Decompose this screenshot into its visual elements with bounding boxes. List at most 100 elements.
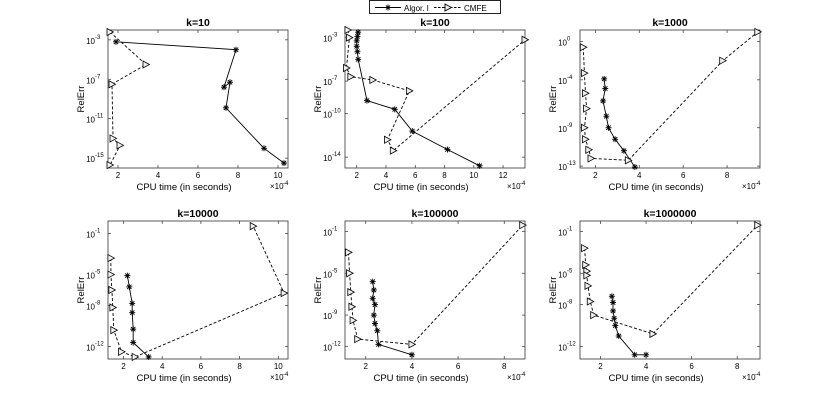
x-tick-label: 6 — [689, 362, 694, 371]
chart-title: k=100000 — [411, 208, 458, 220]
y-tick-label: 10 — [86, 344, 95, 353]
algor-data-point — [631, 164, 638, 171]
cmfe-data-point — [106, 160, 115, 170]
y-tick-label: 10 — [558, 163, 567, 172]
algor-data-point — [355, 56, 362, 63]
y-tick-label: 10 — [86, 302, 95, 311]
star-stroke — [233, 47, 239, 53]
cmfe-data-point — [354, 334, 363, 344]
y-tick-label: 10 — [558, 270, 567, 279]
y-axis-label: RelErr — [313, 86, 324, 113]
cmfe-data-point — [110, 325, 119, 335]
x-tick-label: 2 — [364, 362, 369, 371]
star-stroke — [354, 34, 360, 40]
cmfe-data-point — [521, 35, 530, 44]
x-tick-label: 4 — [156, 171, 161, 180]
y-tick-label: 10 — [323, 111, 332, 120]
star-stroke — [370, 279, 376, 285]
x-tick-label: 8 — [236, 171, 241, 180]
star-stroke — [261, 145, 267, 151]
cmfe-data-point — [345, 33, 354, 42]
legend-algor-marker — [385, 4, 391, 11]
cmfe-data-point — [347, 287, 356, 297]
y-tick-exponent: 0 — [567, 37, 571, 43]
x-exponent-power: -4 — [755, 372, 761, 378]
algor-data-point — [612, 322, 619, 329]
algor-data-point — [372, 301, 378, 308]
cmfe-data-point — [348, 302, 357, 311]
cmfe-data-point — [106, 27, 115, 37]
cmfe-data-point — [109, 134, 118, 143]
star-stroke — [227, 79, 233, 85]
x-exponent-power: -4 — [755, 181, 761, 187]
algor-data-point — [223, 104, 229, 111]
y-axis-label: RelErr — [548, 86, 559, 113]
y-tick-label: 10 — [558, 77, 567, 86]
y-tick-label: 10 — [323, 154, 332, 163]
y-tick-exponent: -12 — [567, 341, 576, 347]
star-stroke — [477, 163, 483, 169]
x-tick-label: 8 — [442, 171, 447, 180]
star-stroke — [632, 164, 638, 170]
algor-data-point — [363, 97, 370, 104]
star-stroke — [392, 106, 398, 112]
x-tick-label: 6 — [199, 362, 204, 371]
y-tick-exponent: -1 — [567, 226, 573, 232]
cmfe-data-point — [249, 221, 258, 231]
y-tick-label: 10 — [86, 155, 95, 164]
y-tick-exponent: -10 — [332, 109, 341, 115]
star-stroke — [602, 85, 608, 91]
algor-data-point — [369, 295, 376, 302]
algor-data-point — [130, 339, 137, 346]
cmfe-data-point — [582, 135, 590, 144]
star-stroke — [354, 49, 360, 55]
cmfe-data-point — [142, 60, 151, 69]
x-tick-label: 2 — [598, 362, 603, 371]
star-stroke — [611, 315, 617, 321]
algor-data-point — [611, 315, 618, 322]
algor-data-point — [612, 136, 619, 143]
y-axis-label: RelErr — [313, 277, 324, 304]
star-stroke — [616, 333, 622, 339]
star-stroke — [610, 308, 616, 314]
cmfe-data-point — [346, 269, 354, 278]
y-tick-exponent: -3 — [95, 35, 101, 41]
algor-data-point — [354, 33, 361, 40]
chart-panel-6: k=1000000 2 4 6 8×10 -4 CPU time (in seconds) 1… — [548, 208, 763, 384]
algor-data-point — [113, 38, 119, 45]
x-tick-label: 4 — [644, 362, 649, 371]
y-tick-exponent: -7 — [95, 74, 101, 80]
x-exponent-label: ×10 — [270, 373, 284, 382]
cmfe-data-point — [408, 340, 417, 349]
cmfe-data-point — [107, 253, 116, 263]
y-tick-exponent: -5 — [332, 268, 338, 274]
algor-data-point — [227, 79, 233, 86]
x-tick-label: 8 — [735, 362, 740, 371]
star-stroke — [223, 105, 229, 111]
axes-box — [579, 29, 761, 169]
y-tick-exponent: -4 — [567, 75, 573, 81]
x-tick-label: 10 — [274, 362, 283, 371]
star-stroke — [355, 29, 361, 35]
y-tick-exponent: -5 — [95, 270, 101, 276]
algor-data-point — [600, 97, 607, 104]
star-stroke — [621, 148, 627, 154]
algor-data-point — [615, 333, 622, 339]
y-tick-label: 10 — [323, 343, 332, 352]
x-tick-label: 2 — [116, 171, 121, 180]
legend: Algor. I CMFE — [369, 0, 501, 14]
star-stroke — [129, 310, 135, 316]
y-axis-label: RelErr — [76, 277, 87, 304]
x-tick-label: 12 — [499, 171, 508, 180]
x-tick-label: 6 — [413, 171, 418, 180]
legend-cmfe-label: CMFE — [464, 4, 487, 13]
x-exponent-power: -4 — [283, 372, 289, 378]
axes-box — [579, 220, 761, 360]
cmfe-data-point — [581, 244, 589, 253]
y-tick-label: 10 — [558, 302, 567, 311]
x-axis-label: CPU time (in seconds) — [608, 182, 703, 193]
star-stroke — [444, 147, 450, 153]
cmfe-data-point — [579, 43, 588, 52]
y-tick-exponent: -9 — [332, 310, 338, 316]
